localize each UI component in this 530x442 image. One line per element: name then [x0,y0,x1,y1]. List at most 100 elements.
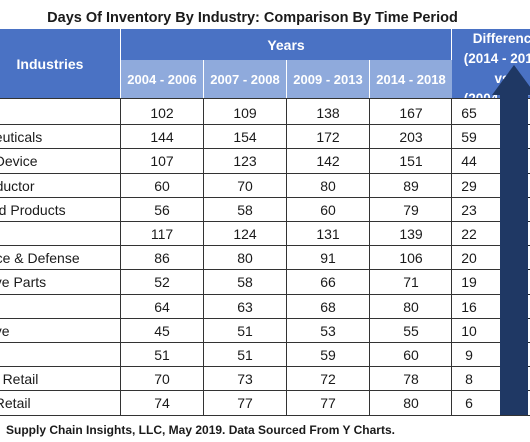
value-cell: 52 [154,274,170,291]
row-divider [0,390,530,392]
row-divider [0,148,530,150]
value-cell: 139 [399,226,423,242]
difference-cell: 29 [461,177,477,194]
value-cell: 58 [237,274,253,291]
value-cell: 124 [233,226,257,242]
difference-cell: 65 [461,105,477,121]
difference-header-line: Differenc [472,31,530,46]
value-cell: 72 [320,371,336,388]
row-divider [0,317,530,319]
table-row: 51 51 59 60 9 [0,343,530,367]
table-title: Days Of Inventory By Industry: Compariso… [47,10,458,26]
value-cell: 60 [403,347,419,363]
value-cell: 138 [316,105,340,121]
difference-cell: 10 [461,322,477,339]
value-cell: 58 [237,201,253,218]
industry-cell: ine Retail [0,371,39,388]
table-row: ine Retail 70 73 72 78 8 [0,367,530,391]
column-divider [120,98,121,416]
value-cell: 79 [403,201,419,218]
industry-cell: hold Products [0,201,66,218]
column-divider [451,98,452,416]
value-cell: 71 [403,274,419,291]
value-cell: 102 [150,105,174,121]
value-cell: 70 [154,371,170,388]
row-divider [0,293,530,295]
value-cell: 89 [403,177,419,194]
value-cell: 77 [237,395,253,412]
industry-cell: pace & Defense [0,250,80,267]
row-divider [0,414,530,416]
row-divider [0,196,530,198]
industry-cell: el Retail [0,395,31,412]
value-cell: 144 [150,129,174,146]
table-row: hold Products 56 58 60 79 23 [0,198,530,222]
difference-cell: 9 [465,347,473,363]
period-header: 2007 - 2008 [204,60,286,98]
difference-cell: 22 [461,226,477,242]
value-cell: 106 [399,250,423,267]
column-divider [369,98,370,416]
value-cell: 51 [154,347,170,363]
industry-cell: ge [0,101,118,125]
value-cell: 77 [320,395,336,412]
difference-cell: 6 [465,395,473,412]
row-divider [0,172,530,174]
difference-cell: 19 [461,274,477,291]
difference-header-line: (2014 - 2018 [463,51,530,66]
value-cell: 131 [316,226,340,242]
value-cell: 80 [403,395,419,412]
value-cell: 60 [154,177,170,194]
table-row: el Retail 74 77 77 80 6 [0,391,530,415]
value-cell: 203 [399,129,423,146]
difference-header: Differenc (2014 - 2018 vs (2004 - 2006 [452,29,530,98]
value-cell: 56 [154,201,170,218]
value-cell: 78 [403,371,419,388]
difference-cell: 59 [461,129,477,146]
value-cell: 51 [237,322,253,339]
industry-cell: otive [0,322,10,339]
value-cell: 70 [237,177,253,194]
row-divider [0,245,530,247]
period-header: 2009 - 2013 [287,60,369,98]
industry-cell: cal [0,295,118,319]
value-cell: 107 [150,153,174,170]
value-cell: 142 [316,153,340,170]
industries-header: Industries [0,29,120,98]
table-row: pace & Defense 86 80 91 106 20 [0,246,530,270]
table-row: onductor 60 70 80 89 29 [0,174,530,198]
value-cell: 109 [233,105,257,121]
industry-cell: onductor [0,177,35,194]
value-cell: 63 [237,298,253,315]
row-divider [0,221,530,222]
value-cell: 80 [237,250,253,267]
table-row: aceuticals 144 154 172 203 59 [0,125,530,149]
value-cell: 64 [154,298,170,315]
value-cell: 51 [237,347,253,363]
industry-cell: aceuticals [0,129,43,146]
value-cell: 45 [154,322,170,339]
industry-cell: y [0,222,118,246]
period-header: 2014 - 2018 [370,60,452,98]
up-arrow-shaft [500,93,528,415]
difference-cell: 16 [461,298,477,315]
table-row: y 117 124 131 139 22 [0,222,530,246]
value-cell: 91 [320,250,336,267]
row-divider [0,366,530,368]
value-cell: 55 [403,322,419,339]
difference-cell: 20 [461,250,477,267]
table-row: ge 102 109 138 167 65 [0,101,530,125]
row-divider [0,98,530,99]
value-cell: 80 [403,298,419,315]
value-cell: 172 [316,129,340,146]
value-cell: 74 [154,395,170,412]
difference-cell: 8 [465,371,473,388]
industry-cell: al Device [0,153,38,170]
source-footnote: Supply Chain Insights, LLC, May 2019. Da… [6,423,395,437]
value-cell: 80 [320,177,336,194]
difference-cell: 23 [461,201,477,218]
row-divider [0,124,530,126]
table-row: otive Parts 52 58 66 71 19 [0,270,530,294]
row-divider [0,269,530,271]
value-cell: 86 [154,250,170,267]
